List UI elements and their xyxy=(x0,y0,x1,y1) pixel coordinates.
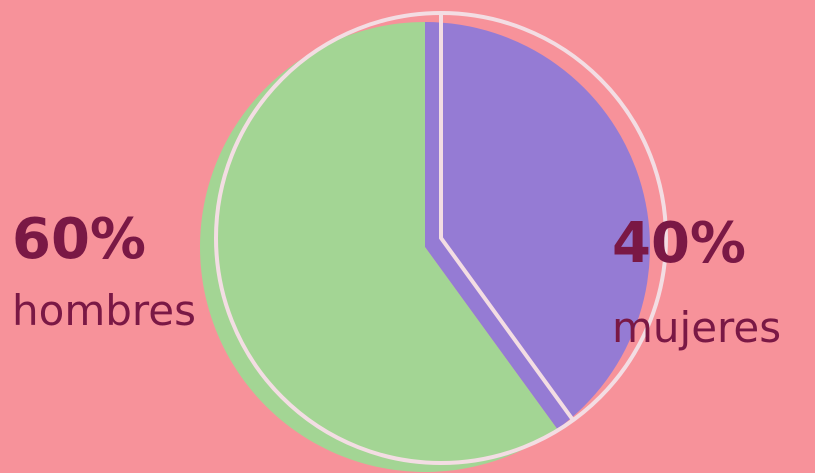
value-label: 60% xyxy=(12,207,146,272)
category-label: mujeres xyxy=(612,303,781,352)
pie-slice xyxy=(425,22,650,430)
labels: 60% hombres 40% mujeres xyxy=(12,207,781,352)
category-label: hombres xyxy=(12,286,196,335)
value-label: 40% xyxy=(612,211,746,276)
pie-outline xyxy=(214,11,668,465)
outline-divider xyxy=(439,13,575,422)
pie xyxy=(200,22,650,472)
pie-slice xyxy=(200,22,558,472)
